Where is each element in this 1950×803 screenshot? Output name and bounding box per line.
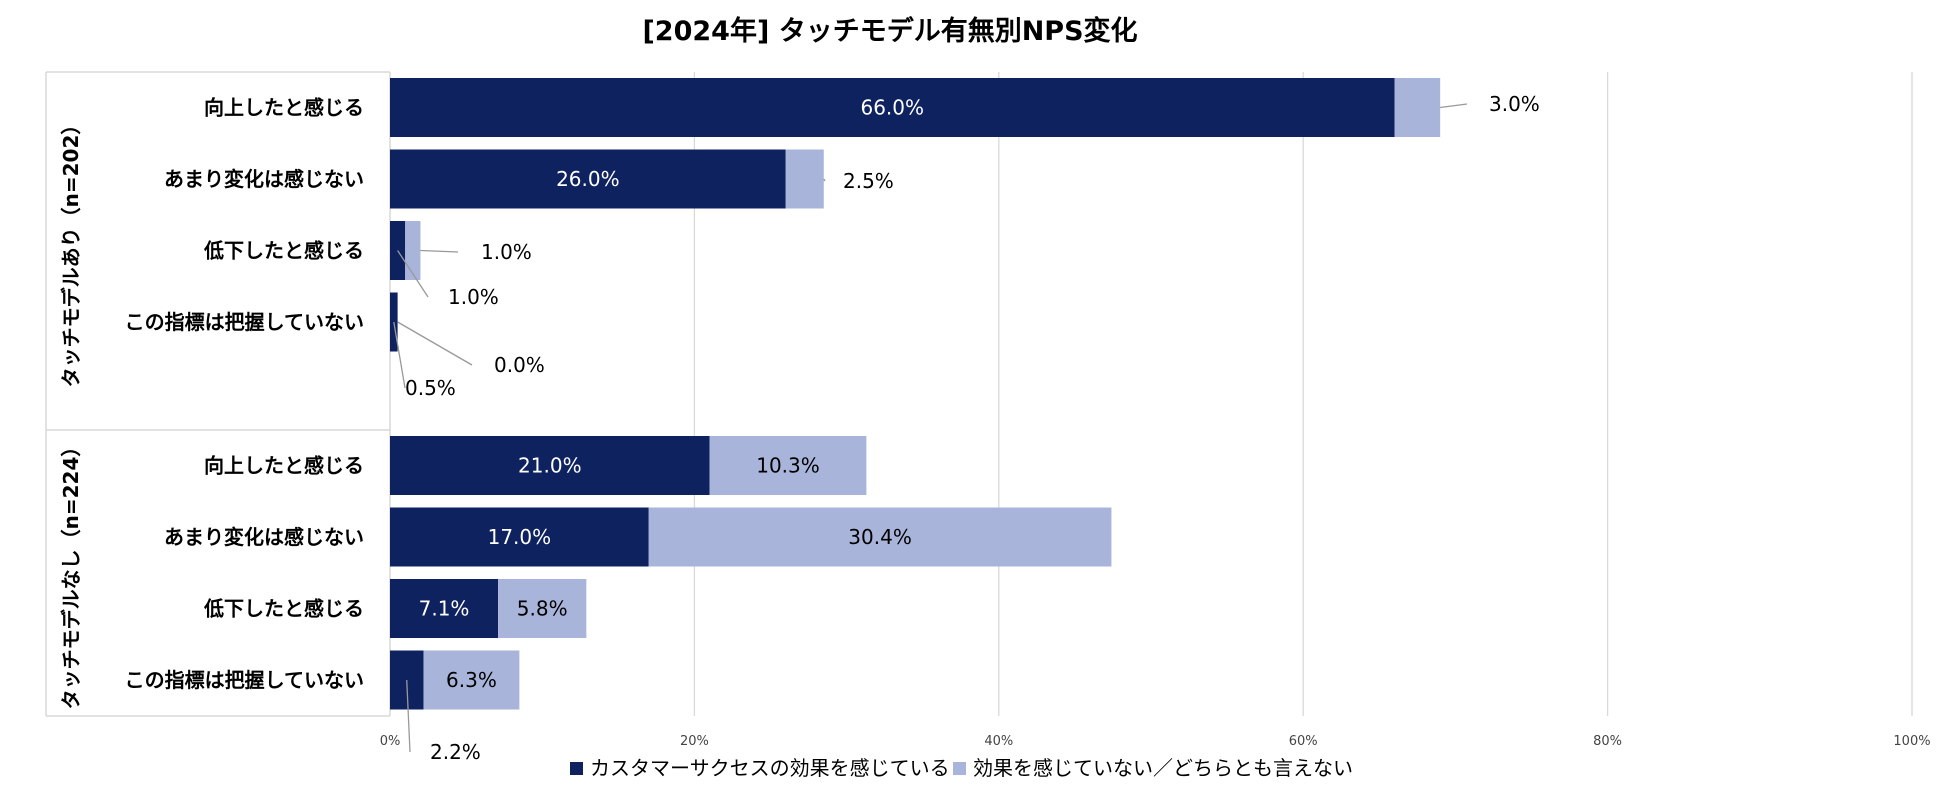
category-label: あまり変化は感じない [164, 525, 364, 549]
group-label: タッチモデルなし（n=224） [59, 437, 83, 710]
x-tick-label: 60% [1289, 734, 1318, 749]
bar-effective [390, 436, 710, 495]
leader-line [397, 250, 429, 298]
data-label: 10.3% [756, 454, 820, 478]
leader-line [823, 178, 826, 182]
bar-not-effective [1394, 78, 1441, 137]
bar-not-effective [785, 149, 824, 209]
data-label: 1.0% [481, 240, 532, 264]
category-label: この指標は把握していない [125, 310, 364, 334]
bar-effective [390, 78, 1395, 137]
category-label: あまり変化は感じない [164, 167, 364, 191]
x-tick-label: 0% [380, 734, 401, 749]
bar-not-effective [648, 507, 1112, 567]
category-label: この指標は把握していない [125, 668, 364, 692]
x-tick-label: 20% [680, 734, 709, 749]
data-label: 2.2% [430, 740, 481, 764]
leader-line [420, 249, 459, 253]
legend-swatch-not-effective [953, 762, 966, 775]
category-label: 向上したと感じる [204, 96, 364, 120]
data-label: 0.5% [405, 376, 456, 400]
bar-effective [390, 579, 499, 638]
leader-line [397, 321, 473, 366]
bar-effective [390, 149, 786, 209]
category-label: 低下したと感じる [203, 597, 364, 621]
bar-not-effective [709, 436, 867, 495]
data-label: 6.3% [446, 668, 497, 692]
legend-label: カスタマーサクセスの効果を感じている [590, 756, 950, 780]
legend-swatch-effective [570, 762, 583, 775]
chart-title: [2024年] タッチモデル有無別NPS変化 [642, 15, 1137, 47]
legend-label: 効果を感じていない／どちらとも言えない [973, 756, 1353, 780]
x-tick-label: 100% [1893, 734, 1930, 749]
group-label: タッチモデルあり（n=202） [59, 115, 83, 388]
data-label: 3.0% [1489, 92, 1540, 116]
data-label: 66.0% [860, 96, 924, 120]
category-label: 向上したと感じる [204, 454, 364, 478]
data-label: 21.0% [518, 454, 582, 478]
x-tick-label: 80% [1593, 734, 1622, 749]
data-label: 5.8% [517, 597, 568, 621]
bar-not-effective [405, 221, 421, 280]
bar-effective [390, 507, 649, 567]
data-label: 17.0% [488, 525, 552, 549]
bar-not-effective [498, 579, 587, 638]
data-label: 26.0% [556, 167, 620, 191]
data-label: 30.4% [848, 525, 912, 549]
leader-line [406, 679, 411, 753]
leader-line [393, 321, 406, 389]
category-label: 低下したと感じる [203, 239, 364, 263]
data-label: 0.0% [494, 353, 545, 377]
data-label: 2.5% [843, 169, 894, 193]
data-label: 1.0% [448, 285, 499, 309]
bar-not-effective [423, 650, 520, 710]
x-tick-label: 40% [984, 734, 1013, 749]
leader-line [1440, 103, 1468, 109]
data-label: 7.1% [419, 597, 470, 621]
